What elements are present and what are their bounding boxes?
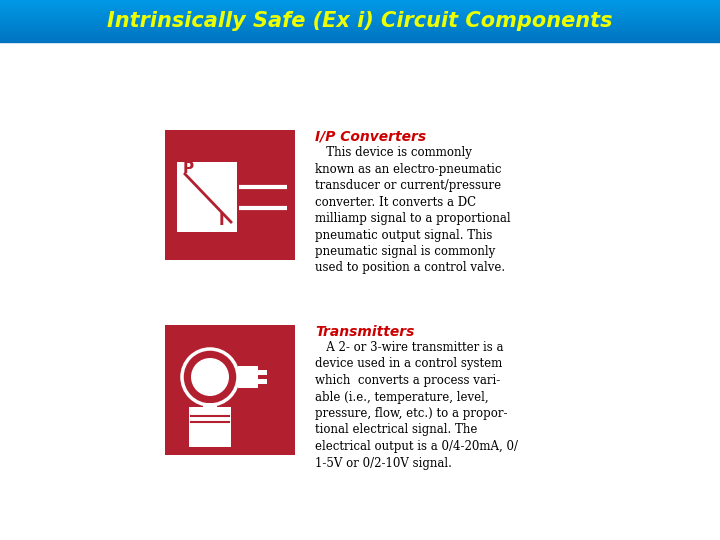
Bar bbox=[258, 379, 267, 384]
Bar bbox=[189, 407, 231, 447]
Text: P: P bbox=[183, 161, 194, 176]
Text: A 2- or 3-wire transmitter is a
device used in a control system
which  converts : A 2- or 3-wire transmitter is a device u… bbox=[315, 341, 518, 469]
Bar bbox=[165, 325, 295, 455]
Bar bbox=[177, 162, 237, 232]
Text: Transmitters: Transmitters bbox=[315, 325, 415, 339]
Text: I: I bbox=[219, 213, 225, 228]
Text: Intrinsically Safe (Ex i) Circuit Components: Intrinsically Safe (Ex i) Circuit Compon… bbox=[107, 11, 613, 31]
Text: This device is commonly
known as an electro-pneumatic
transducer or current/pres: This device is commonly known as an elec… bbox=[315, 146, 510, 274]
Bar bbox=[238, 366, 258, 388]
Bar bbox=[165, 130, 295, 260]
Circle shape bbox=[191, 358, 229, 396]
Text: I/P Converters: I/P Converters bbox=[315, 130, 426, 144]
Bar bbox=[203, 403, 217, 409]
Bar bbox=[258, 370, 267, 375]
Circle shape bbox=[182, 349, 238, 405]
